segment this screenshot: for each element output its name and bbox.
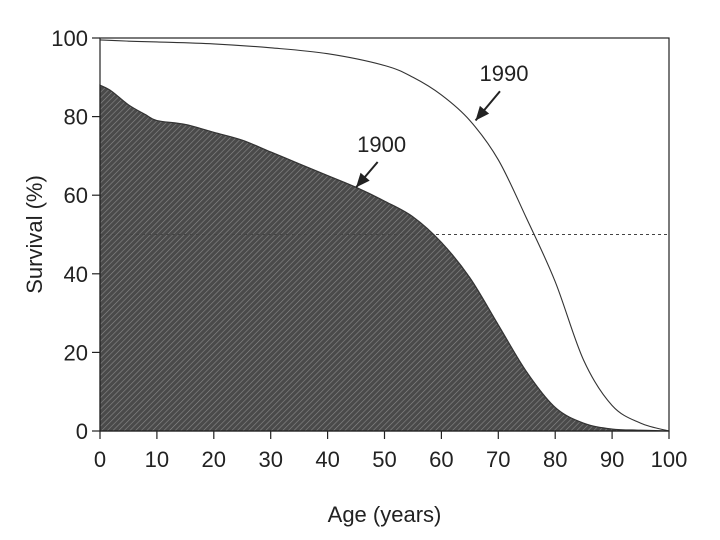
x-tick-label: 100: [651, 447, 688, 472]
x-tick-label: 10: [145, 447, 169, 472]
plot-area: 1990 1900: [99, 39, 670, 432]
x-tick-label: 0: [94, 447, 106, 472]
x-tick-label: 80: [543, 447, 567, 472]
x-tick-label: 20: [202, 447, 226, 472]
x-tick-label: 60: [429, 447, 453, 472]
series-1990-line: [99, 39, 670, 432]
annotation-1900-arrow-head: [356, 172, 370, 188]
y-tick-label: 40: [64, 262, 88, 287]
x-tick-label: 40: [315, 447, 339, 472]
axes: 0 10 20 30 40 50 60 70 80 90 100 0 20 40 60 80 100: [51, 26, 687, 472]
annotation-1900-label: 1900: [357, 132, 406, 157]
y-tick-label: 100: [51, 26, 88, 51]
x-tick-label: 70: [486, 447, 510, 472]
annotation-1990-label: 1990: [480, 61, 529, 86]
y-tick-label: 60: [64, 183, 88, 208]
annotation-1990-arrow-head: [475, 105, 490, 121]
y-axis-title: Survival (%): [22, 175, 47, 294]
y-tick-label: 0: [76, 419, 88, 444]
y-tick-label: 80: [64, 105, 88, 130]
x-tick-label: 30: [258, 447, 282, 472]
x-tick-label: 90: [600, 447, 624, 472]
x-axis-title: Age (years): [328, 502, 442, 527]
x-tick-label: 50: [372, 447, 396, 472]
y-tick-label: 20: [64, 340, 88, 365]
